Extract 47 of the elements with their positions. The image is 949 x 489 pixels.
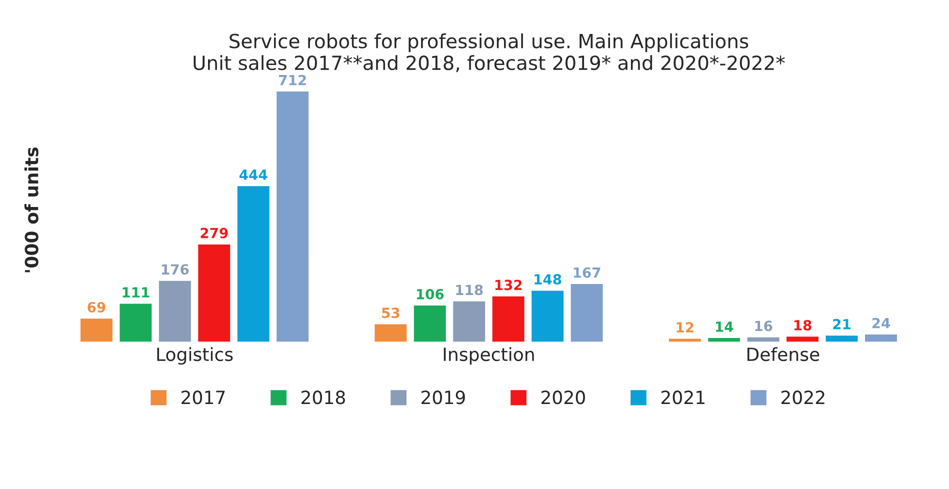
data-label: 111 bbox=[122, 287, 150, 298]
bar bbox=[490, 294, 526, 342]
data-label: 18 bbox=[794, 320, 812, 330]
chart-title: Service robots for professional use. Main Applications Unit sales 2017**and 2018, forecast 2019* and 2020*-2022* bbox=[194, 33, 785, 72]
data-label: 16 bbox=[755, 320, 772, 332]
bar bbox=[79, 317, 114, 342]
bar bbox=[824, 334, 860, 342]
data-label: 106 bbox=[416, 288, 444, 300]
bar bbox=[667, 337, 702, 342]
bar bbox=[275, 90, 310, 342]
bar bbox=[569, 282, 604, 342]
bar bbox=[864, 333, 898, 342]
legend-label: 2020 bbox=[542, 390, 585, 404]
bar bbox=[118, 302, 154, 342]
data-label: 279 bbox=[200, 228, 228, 238]
bar bbox=[196, 243, 232, 342]
bar bbox=[236, 184, 271, 342]
data-label: 444 bbox=[240, 170, 268, 180]
data-label: 176 bbox=[162, 264, 189, 275]
x-tick-label: Inspection bbox=[444, 347, 534, 365]
bar bbox=[530, 289, 565, 342]
data-label: 167 bbox=[574, 267, 600, 278]
data-label: 53 bbox=[382, 308, 400, 318]
data-label: 14 bbox=[716, 322, 734, 332]
legend-label: 2019 bbox=[422, 390, 465, 404]
data-label: 132 bbox=[495, 280, 522, 290]
data-label: 69 bbox=[88, 302, 106, 312]
bar bbox=[746, 336, 781, 342]
data-label: 148 bbox=[534, 274, 562, 285]
legend-label: 2021 bbox=[661, 390, 704, 404]
bar bbox=[706, 336, 742, 342]
bar bbox=[452, 300, 486, 342]
bar bbox=[412, 304, 448, 342]
data-label: 24 bbox=[872, 318, 890, 328]
bar bbox=[158, 279, 192, 342]
y-axis-title: '000 of units bbox=[24, 147, 38, 272]
legend-label: 2018 bbox=[302, 390, 345, 404]
x-tick-label: Defense bbox=[747, 347, 820, 362]
bar bbox=[785, 335, 820, 342]
x-tick-label: Logistics bbox=[157, 347, 233, 365]
data-label: 12 bbox=[676, 322, 694, 332]
data-label: 21 bbox=[833, 318, 850, 330]
legend-label: 2017 bbox=[182, 390, 225, 404]
data-label: 712 bbox=[279, 74, 306, 86]
bar bbox=[373, 322, 408, 342]
data-label: 118 bbox=[456, 284, 483, 296]
legend-label: 2022 bbox=[781, 390, 824, 404]
